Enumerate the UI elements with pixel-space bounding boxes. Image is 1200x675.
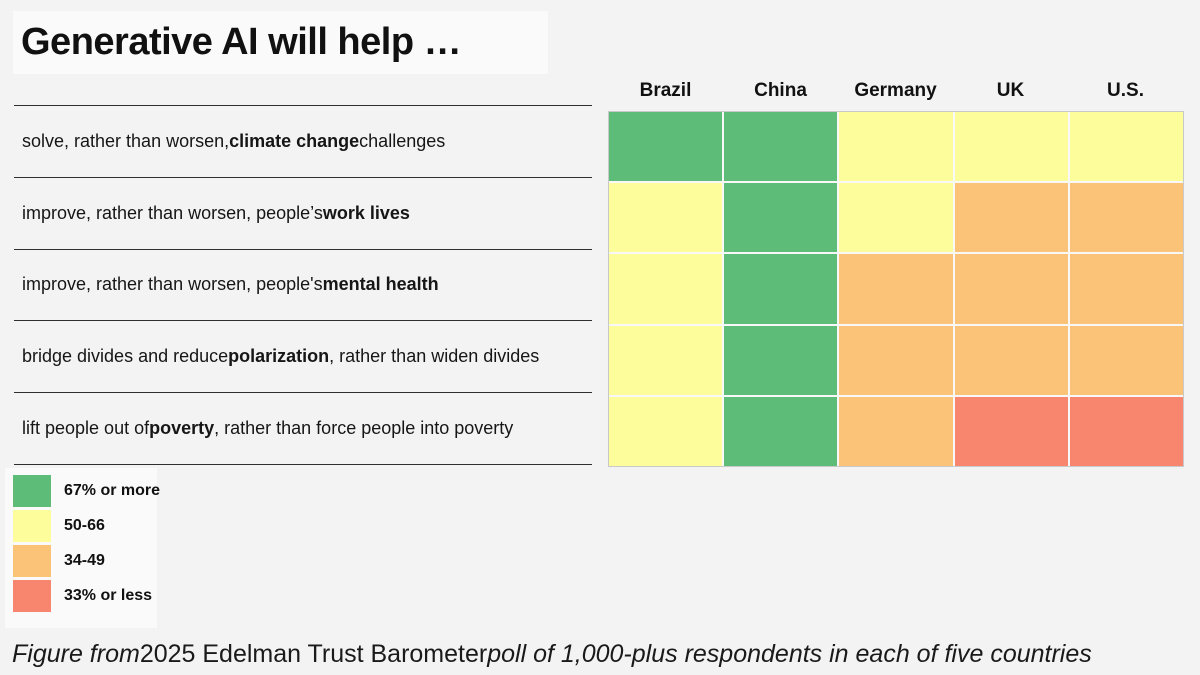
column-header: China <box>754 80 807 101</box>
heatmap-cell <box>1069 396 1183 466</box>
legend-label: 34-49 <box>64 552 105 569</box>
row-label: improve, rather than worsen, people's me… <box>14 248 592 321</box>
heatmap-cell <box>954 112 1068 182</box>
title-box: Generative AI will help … <box>13 11 548 74</box>
heatmap-cell <box>839 112 953 182</box>
legend-label: 67% or more <box>64 482 161 499</box>
heatmap-cell <box>839 254 953 324</box>
caption-segment: 2025 Edelman Trust Barometer <box>139 640 488 668</box>
row-label-segment: improve, rather than worsen, people's <box>22 274 323 295</box>
row-label: improve, rather than worsen, people’s wo… <box>14 176 592 249</box>
caption-segment: Figure from <box>12 640 140 668</box>
heatmap-cell <box>1069 254 1183 324</box>
heatmap-cell <box>724 254 838 324</box>
heatmap-cell <box>839 396 953 466</box>
column-header: UK <box>996 80 1025 101</box>
legend-item: 67% or more <box>13 475 160 507</box>
heatmap-cell <box>724 183 838 253</box>
heatmap-cell <box>724 325 838 395</box>
legend-item: 34-49 <box>13 545 160 577</box>
column-header: U.S. <box>1107 80 1144 101</box>
row-label-bold-segment: climate change <box>229 130 360 151</box>
heatmap-cell <box>609 183 723 253</box>
heatmap-cell <box>724 396 838 466</box>
caption: Figure from 2025 Edelman Trust Barometer… <box>12 634 1192 675</box>
row-label-segment: , rather than force people into poverty <box>214 418 514 439</box>
heatmap-cell <box>609 396 723 466</box>
legend-swatch <box>13 510 51 542</box>
legend-item: 50-66 <box>13 510 160 542</box>
row-labels: solve, rather than worsen, climate chang… <box>14 105 592 465</box>
row-label-bold-segment: poverty <box>149 418 215 439</box>
legend: 67% or more 50-66 34-49 33% or less <box>13 475 160 612</box>
row-label-segment: improve, rather than worsen, people’s <box>22 202 323 223</box>
heatmap-cell <box>724 112 838 182</box>
row-label: lift people out of poverty, rather than … <box>14 392 592 465</box>
row-label-segment: lift people out of <box>22 418 150 439</box>
row-label-bold-segment: mental health <box>322 274 439 295</box>
heatmap-cell <box>609 254 723 324</box>
row-label-segment: solve, rather than worsen, <box>22 130 230 151</box>
legend-swatch <box>13 545 51 577</box>
heatmap-cell <box>839 325 953 395</box>
row-label: solve, rather than worsen, climate chang… <box>14 105 592 177</box>
row-label-bold-segment: work lives <box>322 202 410 223</box>
heatmap-cell <box>609 112 723 182</box>
heatmap-cell <box>954 183 1068 253</box>
heatmap-cell <box>954 254 1068 324</box>
heatmap-cell <box>1069 112 1183 182</box>
heatmap-cell <box>954 396 1068 466</box>
legend-swatch <box>13 475 51 507</box>
row-label: bridge divides and reduce polarization, … <box>14 320 592 392</box>
heatmap-cell <box>1069 325 1183 395</box>
row-label-segment: , rather than widen divides <box>329 346 540 367</box>
legend-label: 50-66 <box>64 517 105 534</box>
caption-segment: poll of 1,000-plus respondents in each o… <box>487 640 1092 668</box>
legend-item: 33% or less <box>13 580 160 612</box>
row-label-segment: challenges <box>359 130 446 151</box>
heatmap-cell <box>609 325 723 395</box>
heatmap-cell <box>1069 183 1183 253</box>
heatmap-cell <box>954 325 1068 395</box>
legend-label: 33% or less <box>64 587 153 604</box>
page-title: Generative AI will help … <box>21 21 462 63</box>
row-label-segment: bridge divides and reduce <box>22 346 229 367</box>
column-header: Germany <box>854 80 937 101</box>
heatmap-grid <box>608 111 1184 467</box>
column-headers: Brazil China Germany UK U.S. <box>608 77 1183 105</box>
row-label-bold-segment: polarization <box>228 346 330 367</box>
column-header: Brazil <box>639 80 692 101</box>
heatmap-cell <box>839 183 953 253</box>
legend-swatch <box>13 580 51 612</box>
